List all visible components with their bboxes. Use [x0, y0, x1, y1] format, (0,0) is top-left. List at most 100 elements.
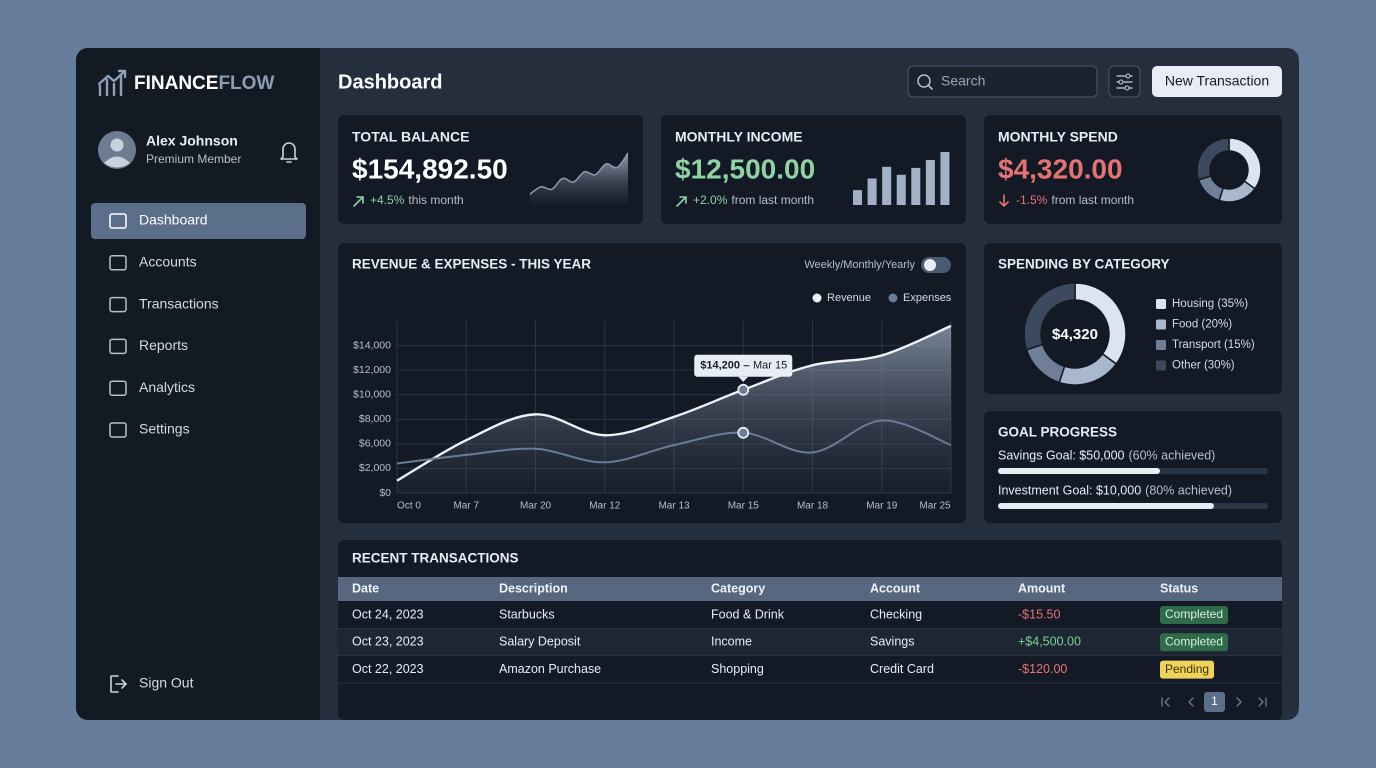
y-tick-label: $8,000: [359, 413, 391, 425]
page-prev: [1188, 697, 1194, 707]
column-header: Status: [1160, 581, 1198, 595]
kpi-change: +2.0%: [693, 193, 728, 207]
new-transaction-button[interactable]: [1152, 66, 1282, 97]
brand-first: FINANCE: [134, 73, 218, 94]
kpi-label: MONTHLY INCOME: [675, 129, 803, 145]
series-area: [397, 325, 951, 493]
x-tick-label: Mar 7: [453, 501, 479, 512]
kpi-value: $154,892.50: [352, 153, 508, 184]
nav-icon: [109, 380, 127, 396]
y-tick-label: $14,000: [353, 339, 391, 351]
legend-swatch: [812, 293, 822, 303]
legend-label: Food (20%): [1172, 319, 1232, 331]
x-tick-label: Oct 0: [397, 501, 421, 512]
x-tick-label: Mar 18: [797, 501, 829, 512]
kpi-value: $4,320.00: [998, 153, 1123, 184]
table-cell: Amazon Purchase: [499, 662, 601, 676]
y-tick-label: $12,000: [353, 364, 391, 376]
nav-icon: [109, 213, 127, 229]
status-text: Pending: [1165, 662, 1209, 676]
filter-knob: [1118, 79, 1124, 85]
page-next: [1236, 697, 1242, 707]
kpi-note: from last month: [731, 193, 814, 207]
table-cell: Oct 23, 2023: [352, 635, 424, 649]
kpi-label: TOTAL BALANCE: [352, 129, 469, 145]
goal-note: (80% achieved): [1145, 483, 1232, 497]
sign-out: Sign Out: [139, 675, 194, 691]
kpi-change: +4.5%: [370, 193, 405, 207]
nav-icon: [109, 296, 127, 313]
filter-knob: [1124, 85, 1130, 91]
nav-active-bg: [91, 203, 306, 239]
goal-label: Savings Goal: $50,000: [998, 448, 1125, 462]
tooltip: [694, 354, 793, 377]
user-role: Premium Member: [146, 152, 241, 166]
nav-item: Reports: [139, 337, 188, 353]
sparkline: [529, 152, 629, 195]
transactions-title: RECENT TRANSACTIONS: [352, 551, 519, 566]
nav-item: Settings: [139, 421, 190, 437]
tooltip-pointer: [738, 376, 749, 382]
y-tick-label: $6,000: [359, 438, 391, 450]
legend-swatch: [1156, 340, 1166, 350]
nav-icon: [109, 338, 127, 355]
nav-item: Transactions: [139, 295, 219, 311]
sparkline-bar: [940, 152, 950, 205]
status-badge: [1160, 633, 1229, 652]
donut-segment: [1023, 282, 1076, 351]
kpi-note: this month: [408, 193, 463, 207]
page-title: Dashboard: [338, 71, 442, 93]
page-current: 1: [1211, 694, 1218, 708]
kpi-arrow: [999, 194, 1009, 207]
kpi-card: [984, 115, 1282, 224]
legend-label: Housing (35%): [1172, 298, 1248, 310]
goal-title: GOAL PROGRESS: [998, 425, 1117, 440]
new-transaction-label: New Transaction: [1165, 73, 1269, 89]
tooltip-value: $14,200: [700, 360, 740, 372]
legend-swatch: [1156, 360, 1166, 371]
highlight-point: [737, 426, 750, 439]
table-cell: -$120.00: [1018, 662, 1067, 676]
kpi-note: from last month: [1051, 193, 1134, 207]
search-box[interactable]: [907, 65, 1098, 98]
legend-label: Transport (15%): [1172, 339, 1255, 351]
status-text: Completed: [1165, 634, 1223, 648]
kpi-change: -1.5%: [1016, 193, 1048, 207]
sparkline-bar: [911, 167, 921, 205]
toggle-knob: [924, 259, 936, 271]
category-card: [984, 243, 1282, 394]
column-header: Category: [711, 581, 765, 595]
column-header: Description: [499, 581, 568, 595]
table-cell: Shopping: [711, 662, 764, 676]
page-last: [1258, 697, 1267, 707]
page-current-bg[interactable]: [1204, 692, 1225, 712]
sparkline-bar: [867, 178, 877, 205]
column-header: Amount: [1018, 581, 1066, 595]
y-tick-label: $10,000: [353, 388, 391, 400]
nav-icon: [109, 422, 127, 438]
column-header: Date: [352, 581, 379, 595]
status-text: Completed: [1165, 607, 1223, 621]
page-first: [1161, 697, 1170, 707]
sparkline-bar: [925, 159, 935, 205]
kpi-arrow: [353, 196, 364, 207]
legend-swatch: [1156, 299, 1166, 309]
goal-label: Investment Goal: $10,000: [998, 483, 1141, 497]
logo-icon: [97, 69, 127, 97]
legend-label: Other (30%): [1172, 360, 1235, 372]
table-cell: -$15.50: [1018, 607, 1060, 621]
table-cell: Food & Drink: [711, 607, 785, 621]
y-tick-label: $0: [379, 487, 391, 499]
table-header: [338, 577, 1282, 601]
avatar-head: [110, 138, 124, 152]
table-cell: +$4,500.00: [1018, 635, 1081, 649]
goal-progress: [998, 503, 1214, 509]
x-tick-label: Mar 15: [728, 501, 760, 512]
table-cell: Oct 22, 2023: [352, 662, 424, 676]
search-icon: [917, 74, 931, 88]
search-icon-handle: [927, 84, 933, 90]
sign-out-icon: [110, 675, 127, 693]
table-cell: Credit Card: [870, 662, 934, 676]
legend-swatch: [1156, 319, 1166, 330]
